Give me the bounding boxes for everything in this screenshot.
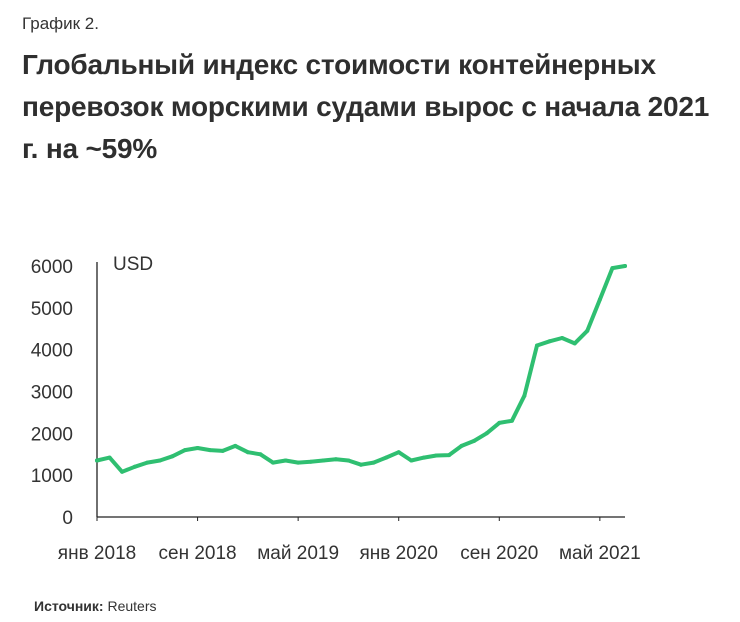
data-point <box>396 450 401 455</box>
x-tick-label: янв 2020 <box>360 543 438 564</box>
y-tick-label: 1000 <box>31 466 73 487</box>
data-point <box>597 297 602 302</box>
data-point <box>535 343 539 348</box>
data-point <box>421 455 426 460</box>
data-point <box>371 460 376 465</box>
data-point <box>472 438 477 443</box>
y-axis-unit: USD <box>113 254 153 275</box>
data-point <box>497 420 502 425</box>
data-point <box>623 264 627 268</box>
y-tick-label: 4000 <box>31 341 73 362</box>
x-tick-label: май 2021 <box>559 543 641 564</box>
data-point <box>157 458 162 463</box>
data-point <box>271 460 275 465</box>
data-point <box>359 462 363 467</box>
data-point <box>572 341 577 346</box>
y-tick-label: 0 <box>62 508 73 529</box>
series-line <box>95 264 627 474</box>
data-point <box>208 448 213 453</box>
data-point <box>283 458 288 463</box>
data-point <box>220 448 225 453</box>
data-point <box>132 464 137 469</box>
source-value: Reuters <box>103 598 157 614</box>
data-point <box>195 446 200 450</box>
figure-label: График 2. <box>22 14 99 33</box>
data-point <box>522 393 527 398</box>
x-tick-label: май 2019 <box>257 543 339 564</box>
data-point <box>245 450 250 455</box>
y-tick-label: 6000 <box>31 257 73 278</box>
data-point <box>107 455 112 460</box>
data-point <box>560 336 565 340</box>
data-point <box>95 458 99 463</box>
y-tick-label: 3000 <box>31 383 73 404</box>
data-point <box>333 457 338 462</box>
data-point <box>547 339 552 344</box>
data-point <box>346 458 351 463</box>
x-tick-label: сен 2018 <box>159 543 237 564</box>
data-point <box>145 460 150 465</box>
data-point <box>120 469 125 474</box>
line-chart: 0 1000 2000 3000 4000 5000 6000 USD янв 2018 сен … <box>31 254 641 564</box>
source-label: Источник: <box>34 598 104 614</box>
x-tick-label: янв 2018 <box>58 543 136 564</box>
chart: 0 1000 2000 3000 4000 5000 6000 USD янв 2018 сен … <box>0 240 740 580</box>
source-note: Источник: Reuters <box>34 598 157 614</box>
data-point <box>434 453 439 458</box>
data-point <box>610 266 615 271</box>
data-point <box>296 460 301 465</box>
chart-title: Глобальный индекс стоимости контейнерных… <box>22 49 710 164</box>
data-point <box>233 443 238 448</box>
data-point <box>170 454 175 459</box>
data-point <box>258 452 263 457</box>
data-point <box>384 455 389 460</box>
data-point <box>409 458 414 463</box>
data-point <box>447 453 451 458</box>
data-point <box>183 448 187 453</box>
y-tick-label: 2000 <box>31 424 73 445</box>
data-point <box>484 431 489 436</box>
data-point <box>321 458 326 463</box>
data-point <box>585 328 590 333</box>
data-point <box>459 443 464 448</box>
y-tick-label: 5000 <box>31 299 73 320</box>
x-tick-label: сен 2020 <box>460 543 538 564</box>
data-point <box>509 418 514 423</box>
data-point <box>308 459 313 464</box>
